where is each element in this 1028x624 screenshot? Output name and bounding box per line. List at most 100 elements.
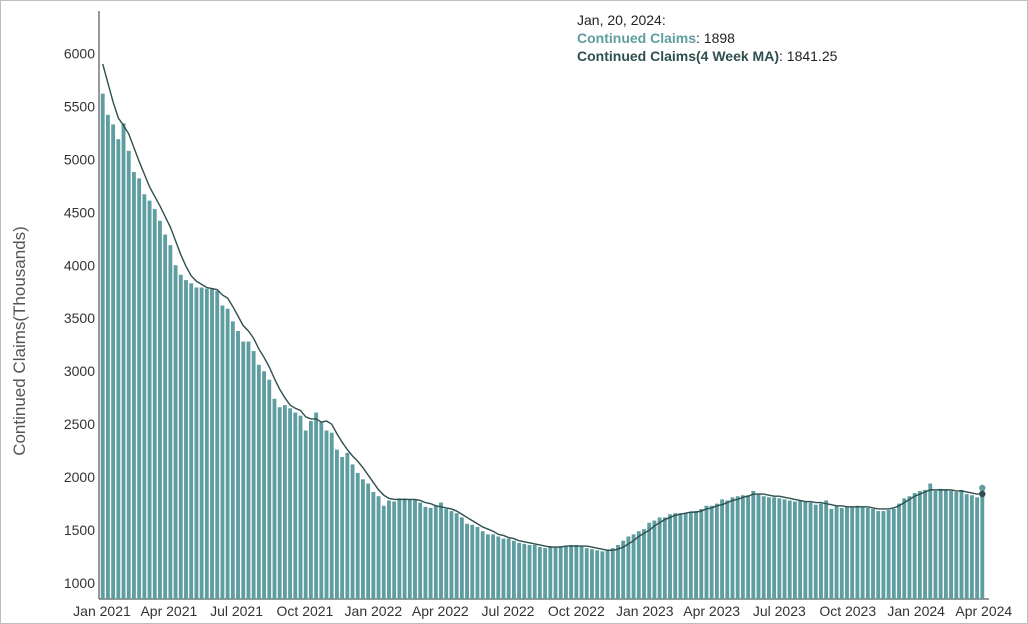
bar[interactable] [855, 505, 860, 599]
bar[interactable] [511, 540, 516, 599]
bar[interactable] [459, 517, 464, 599]
bar[interactable] [298, 415, 303, 599]
bar[interactable] [319, 422, 324, 599]
bar[interactable] [423, 506, 428, 599]
bar[interactable] [756, 494, 761, 599]
bar[interactable] [683, 513, 688, 599]
bar[interactable] [215, 290, 220, 599]
bar[interactable] [964, 494, 969, 599]
bar[interactable] [839, 507, 844, 599]
bar[interactable] [793, 501, 797, 599]
bar[interactable] [782, 499, 787, 599]
bar[interactable] [928, 483, 933, 599]
bar[interactable] [975, 497, 980, 599]
bar[interactable] [527, 544, 532, 599]
bar[interactable] [829, 508, 834, 599]
bar[interactable] [803, 501, 808, 599]
bar[interactable] [798, 500, 803, 599]
bar[interactable] [871, 508, 875, 599]
bar[interactable] [402, 498, 407, 599]
bar[interactable] [350, 464, 355, 599]
bar[interactable] [413, 499, 417, 599]
bar[interactable] [147, 200, 152, 599]
bar[interactable] [189, 283, 194, 599]
bar[interactable] [897, 503, 901, 599]
bar[interactable] [210, 288, 214, 599]
bar[interactable] [241, 341, 246, 599]
bar[interactable] [340, 457, 345, 599]
bar[interactable] [116, 139, 121, 600]
bar[interactable] [267, 379, 272, 599]
bar[interactable] [272, 398, 277, 599]
bar[interactable] [204, 288, 209, 599]
bar[interactable] [111, 124, 116, 600]
bar[interactable] [751, 490, 756, 599]
bar[interactable] [584, 548, 589, 599]
bar[interactable] [194, 287, 199, 599]
bar[interactable] [220, 305, 225, 599]
bar[interactable] [954, 491, 959, 599]
bar[interactable] [673, 513, 678, 599]
bar[interactable] [256, 364, 261, 599]
bar[interactable] [366, 483, 371, 599]
bar[interactable] [137, 178, 142, 599]
bar[interactable] [668, 514, 672, 599]
bar[interactable] [329, 432, 334, 599]
bar[interactable] [579, 546, 584, 599]
bar[interactable] [277, 407, 282, 599]
bar[interactable] [236, 330, 240, 599]
bar[interactable] [158, 220, 162, 599]
bar[interactable] [949, 490, 954, 599]
bar[interactable] [845, 506, 849, 599]
bar[interactable] [537, 547, 542, 599]
bar[interactable] [126, 150, 131, 600]
bar[interactable] [819, 503, 823, 599]
bar[interactable] [303, 430, 308, 599]
bar[interactable] [105, 114, 110, 599]
bar[interactable] [980, 487, 985, 599]
bar[interactable] [616, 544, 620, 599]
bar[interactable] [761, 496, 766, 599]
bar[interactable] [163, 234, 168, 599]
bar[interactable] [610, 548, 615, 599]
bar[interactable] [881, 511, 886, 599]
bar[interactable] [912, 493, 917, 599]
bar[interactable] [246, 341, 251, 599]
bar[interactable] [772, 497, 777, 599]
bar[interactable] [678, 513, 683, 599]
bar[interactable] [355, 472, 360, 599]
bar[interactable] [142, 194, 147, 599]
bar[interactable] [688, 512, 693, 599]
bar[interactable] [813, 504, 818, 599]
bar[interactable] [225, 308, 230, 599]
bar[interactable] [876, 511, 881, 599]
bar[interactable] [454, 513, 459, 599]
bar[interactable] [787, 500, 792, 599]
bar[interactable] [740, 495, 745, 599]
bar[interactable] [709, 505, 714, 599]
bar[interactable] [907, 496, 912, 599]
bar[interactable] [293, 412, 298, 599]
bar[interactable] [720, 499, 725, 599]
bar[interactable] [335, 449, 339, 599]
bar[interactable] [152, 209, 157, 600]
bar[interactable] [371, 491, 376, 599]
bar[interactable] [345, 452, 350, 599]
bar[interactable] [777, 498, 782, 599]
bar[interactable] [735, 496, 740, 599]
bar[interactable] [251, 351, 256, 599]
bar[interactable] [891, 508, 896, 599]
bar[interactable] [173, 265, 178, 599]
bar[interactable] [199, 287, 204, 599]
bar[interactable] [730, 497, 735, 599]
bar[interactable] [714, 503, 719, 599]
bar[interactable] [314, 412, 319, 599]
bar[interactable] [886, 510, 891, 599]
bar[interactable] [361, 479, 365, 599]
bar[interactable] [564, 546, 568, 599]
bar[interactable] [288, 408, 293, 599]
bar[interactable] [485, 534, 490, 599]
bar[interactable] [282, 405, 287, 599]
bar[interactable] [642, 529, 646, 599]
bar[interactable] [808, 502, 813, 599]
